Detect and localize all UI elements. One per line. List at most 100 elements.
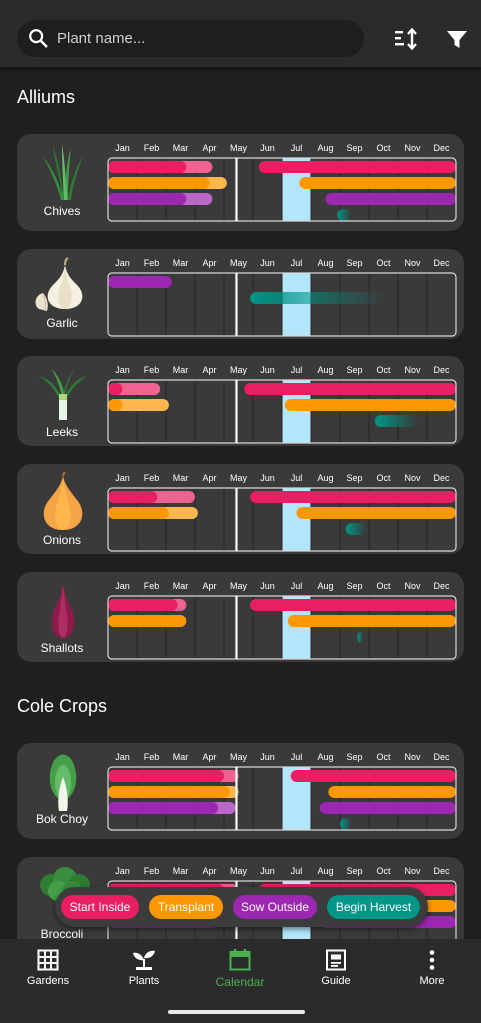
grid-border — [107, 379, 457, 444]
shallots-icon — [51, 582, 75, 638]
month-label: Feb — [144, 143, 160, 153]
bar-harvest — [337, 209, 352, 221]
month-label: Sep — [346, 581, 362, 591]
month-label: Aug — [317, 581, 333, 591]
bar-start_inside — [244, 383, 456, 395]
calendar-chart: Jan Feb Mar Apr May Jun Jul Aug Sep Oct Nov Dec — [107, 572, 457, 662]
sort-icon[interactable] — [393, 26, 419, 52]
plant-calendar-list[interactable]: Alliums Chives Jan Feb Mar Apr May Jun Jul Aug S… — [0, 67, 481, 939]
month-label: Feb — [144, 473, 160, 483]
month-label: Mar — [173, 473, 189, 483]
month-label: Mar — [173, 866, 189, 876]
bar-transplant — [108, 507, 169, 519]
guide-icon — [326, 949, 346, 971]
nav-plants[interactable]: Plants — [99, 949, 189, 997]
month-label: Mar — [173, 581, 189, 591]
month-label: Apr — [202, 258, 216, 268]
bar-start_inside — [108, 161, 187, 173]
bottom-navigation: Gardens Plants Calendar — [0, 939, 481, 1023]
month-label: Nov — [404, 365, 421, 375]
bar-start_inside — [258, 161, 456, 173]
month-label: Nov — [404, 581, 421, 591]
month-label: May — [230, 143, 248, 153]
month-label: May — [230, 581, 248, 591]
month-label: Jan — [115, 866, 130, 876]
month-label: Sep — [346, 473, 362, 483]
bar-start_inside — [250, 599, 456, 611]
bar-sow_outside — [108, 802, 219, 814]
month-label: Sep — [346, 143, 362, 153]
section-title-cole-crops: Cole Crops — [17, 696, 108, 716]
bar-transplant — [299, 177, 456, 189]
month-label: May — [230, 258, 248, 268]
bar-transplant — [296, 507, 456, 519]
month-label: Jun — [260, 258, 275, 268]
nav-gardens[interactable]: Gardens — [3, 949, 93, 997]
month-label: Apr — [202, 143, 216, 153]
filter-icon[interactable] — [444, 26, 470, 52]
plant-name: Leeks — [45, 425, 79, 439]
nav-guide[interactable]: Guide — [291, 949, 381, 997]
month-label: Jan — [115, 752, 130, 762]
month-label: Jun — [260, 581, 275, 591]
month-label: May — [230, 866, 248, 876]
month-label: Aug — [317, 365, 333, 375]
nav-calendar[interactable]: Calendar — [195, 949, 285, 997]
bar-harvest — [340, 818, 352, 830]
calendar-chart: Jan Feb Mar Apr May Jun Jul Aug Sep Oct Nov Dec — [107, 356, 457, 446]
sprout-icon — [133, 950, 155, 970]
calendar-chart: Jan Feb Mar Apr May Jun Jul Aug Sep Oct Nov Dec — [107, 249, 457, 339]
plant-card-shallots[interactable]: Shallots Jan Feb Mar Apr May Jun Jul Aug Sep Oct N… — [17, 572, 464, 662]
month-label: Oct — [376, 143, 391, 153]
month-label: Aug — [317, 866, 333, 876]
bar-sow_outside — [319, 802, 456, 814]
bar-harvest — [345, 523, 367, 535]
month-label: Dec — [433, 365, 450, 375]
bar-transplant — [108, 177, 210, 189]
current-month-highlight — [282, 273, 311, 336]
month-label: Jul — [291, 143, 303, 153]
month-label: Jul — [291, 866, 303, 876]
month-label: May — [230, 365, 248, 375]
plant-name: Onions — [42, 533, 82, 547]
month-label: May — [230, 473, 248, 483]
month-label: Oct — [376, 365, 391, 375]
month-label: Jul — [291, 581, 303, 591]
bar-start_inside — [108, 383, 123, 395]
top-app-bar — [0, 0, 481, 67]
section-title-alliums: Alliums — [17, 87, 76, 107]
month-label: Mar — [173, 143, 189, 153]
month-label: Sep — [346, 258, 362, 268]
plant-card-chives[interactable]: Chives Jan Feb Mar Apr May Jun Jul Aug Sep Oct Nov… — [17, 134, 464, 231]
bar-transplant — [287, 615, 456, 627]
plant-name: Chives — [43, 204, 81, 218]
month-label: Jun — [260, 143, 275, 153]
search-input[interactable] — [57, 20, 357, 57]
plant-card-garlic[interactable]: Garlic Jan Feb Mar Apr May Jun Jul Aug Sep Oct Nov… — [17, 249, 464, 339]
bar-sow_outside — [325, 193, 456, 205]
nav-label: Guide — [321, 975, 351, 987]
legend: Start Inside Transplant Sow Outside Begi… — [55, 887, 428, 927]
month-label: Sep — [346, 365, 362, 375]
nav-label: Gardens — [26, 975, 70, 987]
plant-name: Garlic — [46, 316, 78, 330]
month-label: Jun — [260, 365, 275, 375]
plant-card-bok-choy[interactable]: Bok Choy Jan Feb Mar Apr May Jun Jul Aug Sep Oct N… — [17, 743, 464, 839]
month-label: Nov — [404, 258, 421, 268]
nav-more[interactable]: More — [387, 949, 477, 997]
bar-start_inside — [290, 770, 456, 782]
month-label: Oct — [376, 473, 391, 483]
plant-card-onions[interactable]: Onions Jan Feb Mar Apr May Jun Jul Aug Sep Oct Nov… — [17, 464, 464, 554]
month-label: Jul — [291, 258, 303, 268]
month-label: Oct — [376, 866, 391, 876]
plant-card-leeks[interactable]: Leeks Jan Feb Mar Apr May Jun Jul Aug Sep Oct Nov D… — [17, 356, 464, 446]
nav-label: Calendar — [215, 975, 265, 989]
month-label: Jan — [115, 365, 130, 375]
more-vertical-icon — [429, 950, 435, 970]
month-label: Jan — [115, 581, 130, 591]
garlic-icon — [35, 257, 83, 312]
month-label: Jun — [260, 473, 275, 483]
month-label: Oct — [376, 581, 391, 591]
search-bar[interactable] — [17, 20, 364, 57]
